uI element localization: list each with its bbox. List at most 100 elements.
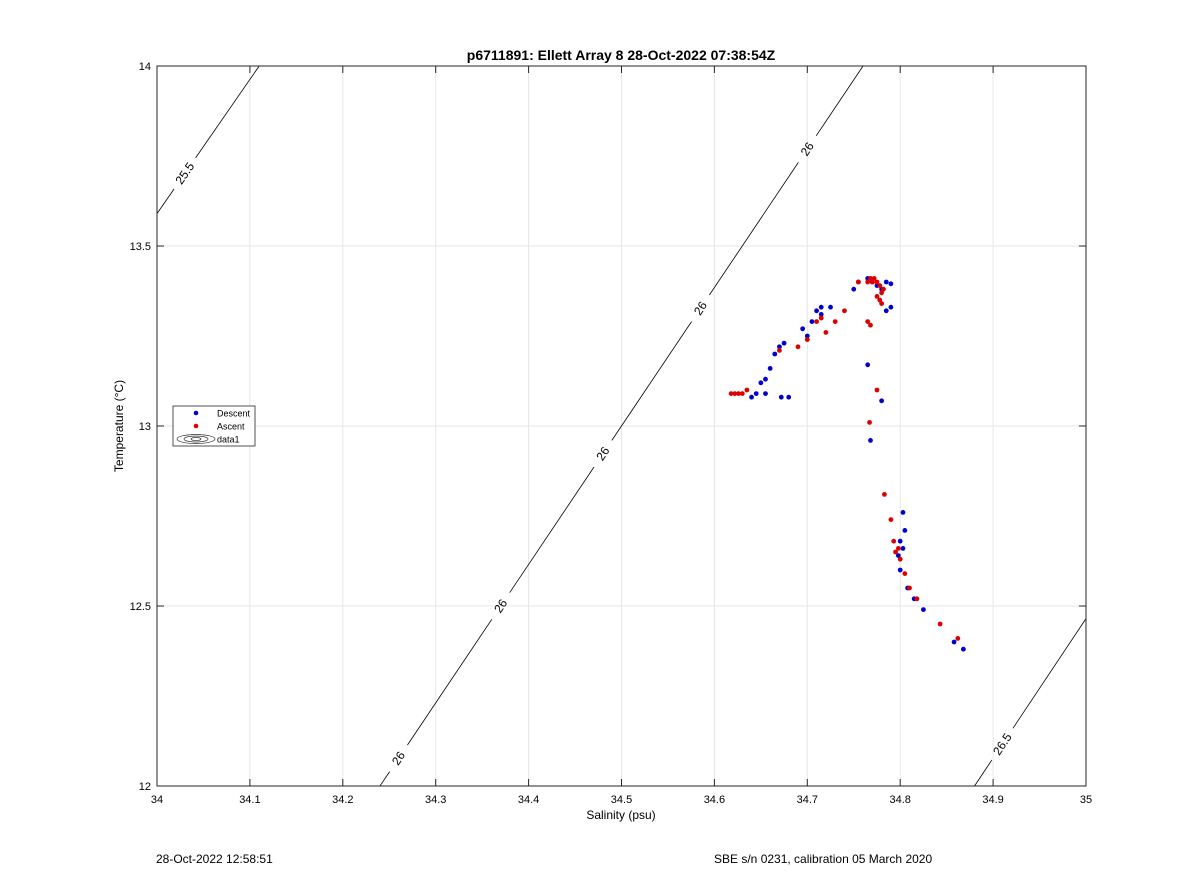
y-tick-label: 13 [139, 421, 151, 433]
ascent-point [865, 279, 871, 285]
descent-point [804, 333, 810, 339]
ascent-point [902, 571, 908, 576]
isopycnal-line-segment [709, 162, 799, 296]
descent-point [897, 538, 903, 544]
isopycnal-line-segment [509, 466, 595, 593]
footer-timestamp: 28-Oct-2022 12:58:51 [156, 852, 273, 866]
ascent-point [832, 319, 838, 324]
descent-point [809, 319, 815, 324]
footer-calibration: SBE s/n 0231, calibration 05 March 2020 [714, 852, 933, 866]
x-tick-label: 35 [1080, 794, 1092, 806]
ascent-point [739, 391, 745, 396]
descent-point [883, 279, 889, 285]
ascent-point [955, 636, 961, 641]
ascent-point [874, 387, 880, 393]
chart-title: p6711891: Ellett Array 8 28-Oct-2022 07:… [467, 47, 776, 63]
descent-point [888, 304, 894, 310]
descent-point [883, 308, 889, 314]
isopycnal-line-segment [407, 619, 493, 746]
ascent-point [732, 391, 738, 396]
isopycnal-line-segment [974, 759, 993, 787]
ascent-point [874, 279, 880, 285]
ascent-point [882, 492, 887, 497]
descent-point [828, 304, 833, 310]
x-tick-label: 34.5 [611, 794, 632, 806]
ascent-point [881, 286, 886, 292]
y-tick-label: 12 [139, 781, 151, 793]
ascent-point [814, 319, 819, 324]
x-tick-labels: 34 34.1 34.2 34.3 34.4 34.5 34.6 34.7 34.8 34.9 35 [151, 794, 1092, 806]
descent-point [900, 510, 906, 515]
isopycnal-line-segment [379, 771, 390, 787]
legend-box [172, 405, 256, 447]
ascent-point [937, 621, 943, 627]
x-tick-label: 34.8 [889, 794, 910, 806]
ascent-point [777, 348, 782, 353]
ascent-point [879, 301, 885, 306]
ascent-point [869, 279, 875, 285]
descent-point [921, 607, 926, 612]
descent-point [758, 380, 764, 386]
data-points [728, 276, 966, 652]
descent-point [879, 398, 885, 404]
legend-marker-descent [193, 410, 199, 416]
descent-point [749, 394, 754, 400]
y-tick-labels: 12 12.5 13 13.5 14 [130, 61, 151, 793]
ascent-point [874, 294, 880, 299]
descent-point [851, 286, 857, 292]
legend: Descent Ascent data1 [172, 405, 256, 447]
ascent-point [888, 517, 894, 522]
y-axis-label: Temperature (°C) [112, 380, 126, 472]
axis-ticks [156, 65, 1087, 787]
descent-point [753, 391, 759, 396]
descent-point [865, 362, 871, 368]
descent-point [902, 528, 908, 533]
descent-point [763, 391, 768, 396]
ascent-point [842, 308, 847, 314]
legend-marker-contour [176, 434, 216, 444]
descent-point [818, 304, 824, 310]
descent-point [888, 281, 894, 287]
descent-point [868, 438, 873, 443]
ascent-point [865, 319, 871, 324]
descent-point [814, 308, 819, 314]
descent-point [960, 646, 966, 652]
ascent-point [893, 549, 898, 555]
descent-point [781, 340, 787, 346]
y-tick-label: 12.5 [130, 601, 151, 613]
x-tick-label: 34.1 [239, 794, 260, 806]
isopycnal-line-segment [815, 65, 864, 137]
isopycnal-line-segment [195, 65, 260, 158]
ascent-point [868, 322, 873, 328]
descent-point [900, 546, 906, 551]
x-tick-label: 34.7 [797, 794, 818, 806]
legend-marker-ascent [193, 423, 199, 429]
descent-point [767, 366, 773, 371]
x-tick-label: 34.3 [425, 794, 446, 806]
descent-point [777, 344, 782, 350]
ascent-point [877, 297, 883, 303]
isopycnal-line-segment [611, 321, 692, 441]
ascent-point [728, 391, 734, 396]
ascent-point [895, 546, 901, 551]
x-tick-label: 34.6 [704, 794, 725, 806]
ascent-point [879, 290, 885, 296]
ascent-point [914, 596, 920, 602]
ascent-point [736, 391, 741, 396]
ascent-point [744, 387, 750, 393]
ascent-point [867, 420, 872, 425]
ascent-point [897, 556, 903, 562]
legend-label-descent: Descent [217, 409, 251, 419]
ascent-point [907, 585, 912, 591]
y-tick-label: 14 [139, 61, 151, 73]
ascent-point [877, 283, 883, 288]
x-tick-label: 34.9 [982, 794, 1003, 806]
descent-point [951, 639, 957, 645]
descent-point [818, 312, 824, 317]
ascent-point [823, 330, 829, 335]
descent-point [800, 326, 806, 332]
descent-point [778, 394, 784, 400]
legend-label-data1: data1 [217, 435, 240, 445]
ascent-point [891, 538, 897, 544]
